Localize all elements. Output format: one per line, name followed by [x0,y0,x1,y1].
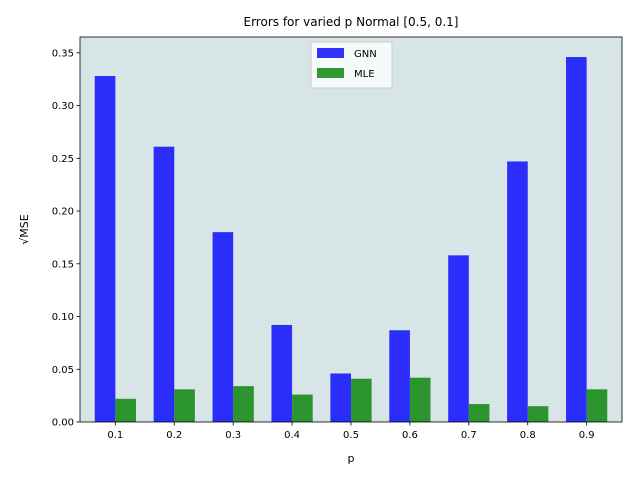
bar-gnn-0.6 [389,330,410,422]
bar-gnn-0.7 [448,255,469,422]
bar-gnn-0.3 [212,232,234,422]
bar-gnn-0.5 [330,373,351,422]
bar-mle-0.6 [409,377,431,422]
x-tick-label: 0.8 [520,430,536,441]
y-tick-label: 0.30 [52,101,74,112]
y-tick-label: 0.15 [52,259,74,270]
legend-swatch-mle [317,68,344,78]
x-tick-label: 0.4 [284,430,300,441]
y-axis: 0.00 0.05 0.10 0.15 0.20 0.25 0.30 0.35 [52,48,80,429]
x-tick-label: 0.6 [402,430,418,441]
bar-mle-0.7 [468,404,490,422]
bar-mle-0.8 [527,406,549,422]
y-tick-label: 0.35 [52,48,74,59]
x-tick-label: 0.2 [166,430,182,441]
bar-mle-0.3 [233,386,254,422]
y-tick-label: 0.25 [52,154,74,165]
bar-gnn-0.4 [271,324,293,422]
legend-label-mle: MLE [354,69,375,80]
bar-mle-0.9 [586,389,608,422]
bar-gnn-0.9 [566,57,587,422]
y-tick-label: 0.20 [52,207,74,218]
legend: GNN MLE [310,41,393,89]
legend-swatch-gnn [317,48,344,58]
y-tick-label: 0.10 [52,312,74,323]
legend-label-gnn: GNN [354,49,377,60]
x-tick-label: 0.3 [225,430,241,441]
bar-mle-0.1 [115,398,136,422]
y-axis-label: √MSE [18,214,31,244]
bar-gnn-0.8 [507,161,528,422]
bar-mle-0.5 [351,378,372,422]
x-axis: 0.1 0.2 0.3 0.4 0.5 0.6 0.7 0.8 0.9 [107,422,595,441]
x-tick-label: 0.1 [107,430,123,441]
bar-mle-0.2 [174,389,195,422]
bar-gnn-0.1 [94,76,116,422]
x-tick-label: 0.7 [461,430,477,441]
x-axis-label: p [348,452,355,465]
bar-mle-0.4 [292,394,313,422]
chart-title: Errors for varied p Normal [0.5, 0.1] [244,15,459,29]
bar-gnn-0.2 [153,146,175,423]
bars [94,57,608,423]
y-tick-label: 0.00 [52,418,74,429]
x-tick-label: 0.9 [579,430,595,441]
x-tick-label: 0.5 [343,430,359,441]
plot-frame [79,36,623,423]
y-tick-label: 0.05 [52,365,74,376]
